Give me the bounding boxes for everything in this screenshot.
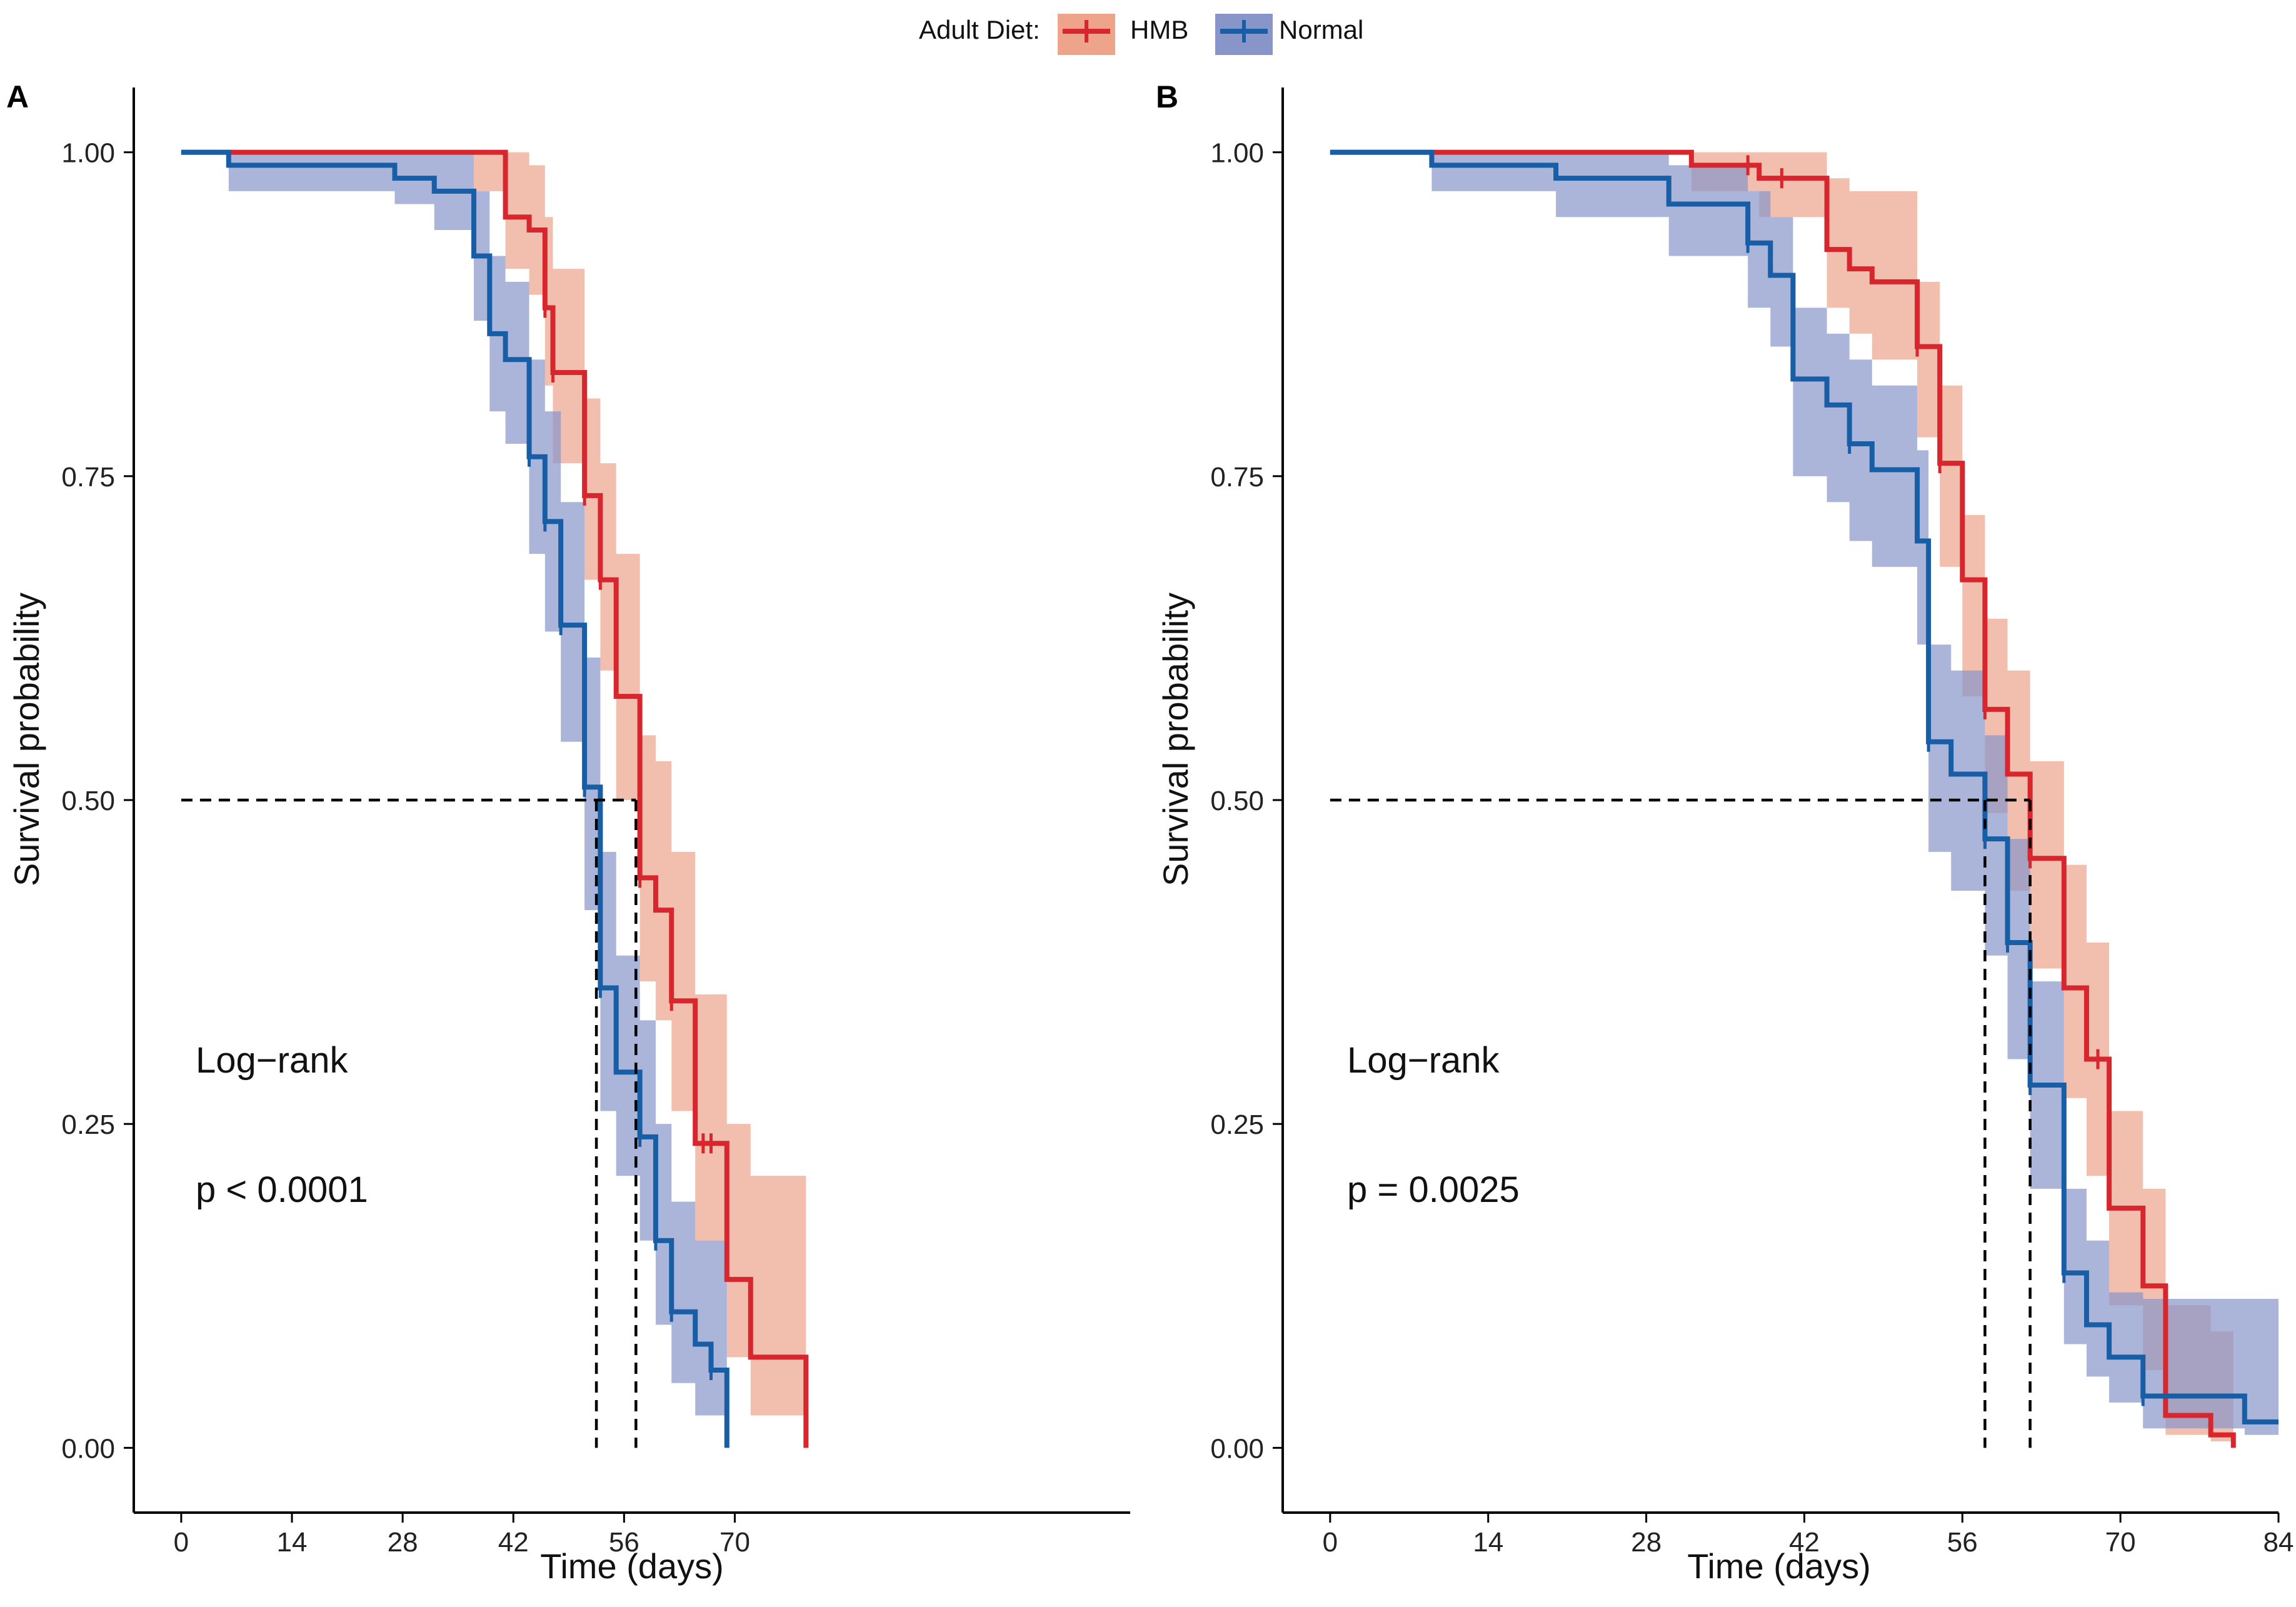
panel-a-x-tick-label: 56 (609, 1527, 639, 1558)
panel-b-x-tick-label: 70 (2105, 1527, 2136, 1558)
panel-a-y-axis-title: Survival probability (7, 593, 46, 886)
legend-title: Adult Diet: (919, 15, 1040, 44)
panel-a-y-tick-label: 0.50 (61, 786, 115, 816)
panel-a: A 0 14 28 42 56 70 0.00 0.25 0.50 0.75 1.00 Log−ra… (6, 79, 1130, 1586)
panel-a-y-tick-label: 0.00 (61, 1433, 115, 1464)
panel-b-survival-curve-normal (1330, 149, 2278, 1424)
panel-a-y-tick-label: 1.00 (61, 138, 115, 169)
panel-a-x-tick-label: 0 (174, 1527, 189, 1558)
panel-b-median-lines (1330, 798, 2032, 1448)
legend: Adult Diet: HMB Normal (919, 14, 1363, 55)
panel-a-p-value: p < 0.0001 (196, 1169, 368, 1210)
panel-a-x-tick-label: 42 (498, 1527, 529, 1558)
panel-b-test-label: Log−rank (1347, 1040, 1500, 1081)
panel-b-y-tick-label: 0.25 (1210, 1109, 1264, 1140)
panel-b-x-axis-title: Time (days) (1687, 1546, 1871, 1586)
panel-a-median-lines (181, 798, 638, 1448)
panel-b-censor-marks (1746, 155, 2145, 1406)
panel-a-x-tick-label: 14 (277, 1527, 308, 1558)
legend-label-hmb: HMB (1130, 15, 1188, 44)
panel-a-x-axis-title: Time (days) (540, 1546, 724, 1586)
panel-a-censor-marks (528, 298, 753, 1380)
panel-b-x-tick-label: 84 (2263, 1527, 2294, 1558)
panel-a-survival-curve-hmb (181, 149, 809, 1448)
panel-b-tag: B (1156, 79, 1178, 114)
panel-a-ci-band-hmb (181, 152, 806, 1416)
panel-a-x-tick-label: 28 (388, 1527, 418, 1558)
panel-b-y-tick-label: 0.00 (1210, 1433, 1264, 1464)
panel-a-test-label: Log−rank (196, 1040, 348, 1081)
panel-a-y-tick-label: 0.75 (61, 462, 115, 493)
panel-b-ci-band-normal (1330, 152, 2278, 1435)
panel-b-axes: 0 14 28 42 56 70 84 0.00 0.25 0.50 0.75 1.00 (1210, 88, 2293, 1558)
panel-b-x-tick-label: 56 (1947, 1527, 1978, 1558)
panel-b-x-tick-label: 0 (1323, 1527, 1338, 1558)
panel-b-y-tick-label: 1.00 (1210, 138, 1264, 169)
panel-b-confidence-bands (1330, 152, 2278, 1441)
panel-b-x-tick-label: 14 (1473, 1527, 1503, 1558)
panel-b: B 0 14 28 42 56 70 84 0.00 0.25 0.50 0.75 1.00 Log−… (1156, 79, 2293, 1586)
panel-b-y-axis-title: Survival probability (1156, 593, 1195, 886)
panel-b-y-tick-label: 0.75 (1210, 462, 1264, 493)
panel-a-axes: 0 14 28 42 56 70 0.00 0.25 0.50 0.75 1.00 (61, 88, 1130, 1558)
panel-a-confidence-bands (181, 152, 806, 1416)
panel-b-y-tick-label: 0.50 (1210, 786, 1264, 816)
panel-a-x-tick-label: 70 (719, 1527, 750, 1558)
legend-label-normal: Normal (1279, 15, 1363, 44)
panel-b-x-tick-label: 42 (1789, 1527, 1820, 1558)
panel-a-tag: A (6, 79, 29, 114)
panel-b-p-value: p = 0.0025 (1347, 1169, 1520, 1210)
panel-b-x-tick-label: 28 (1631, 1527, 1662, 1558)
panel-a-y-tick-label: 0.25 (61, 1109, 115, 1140)
